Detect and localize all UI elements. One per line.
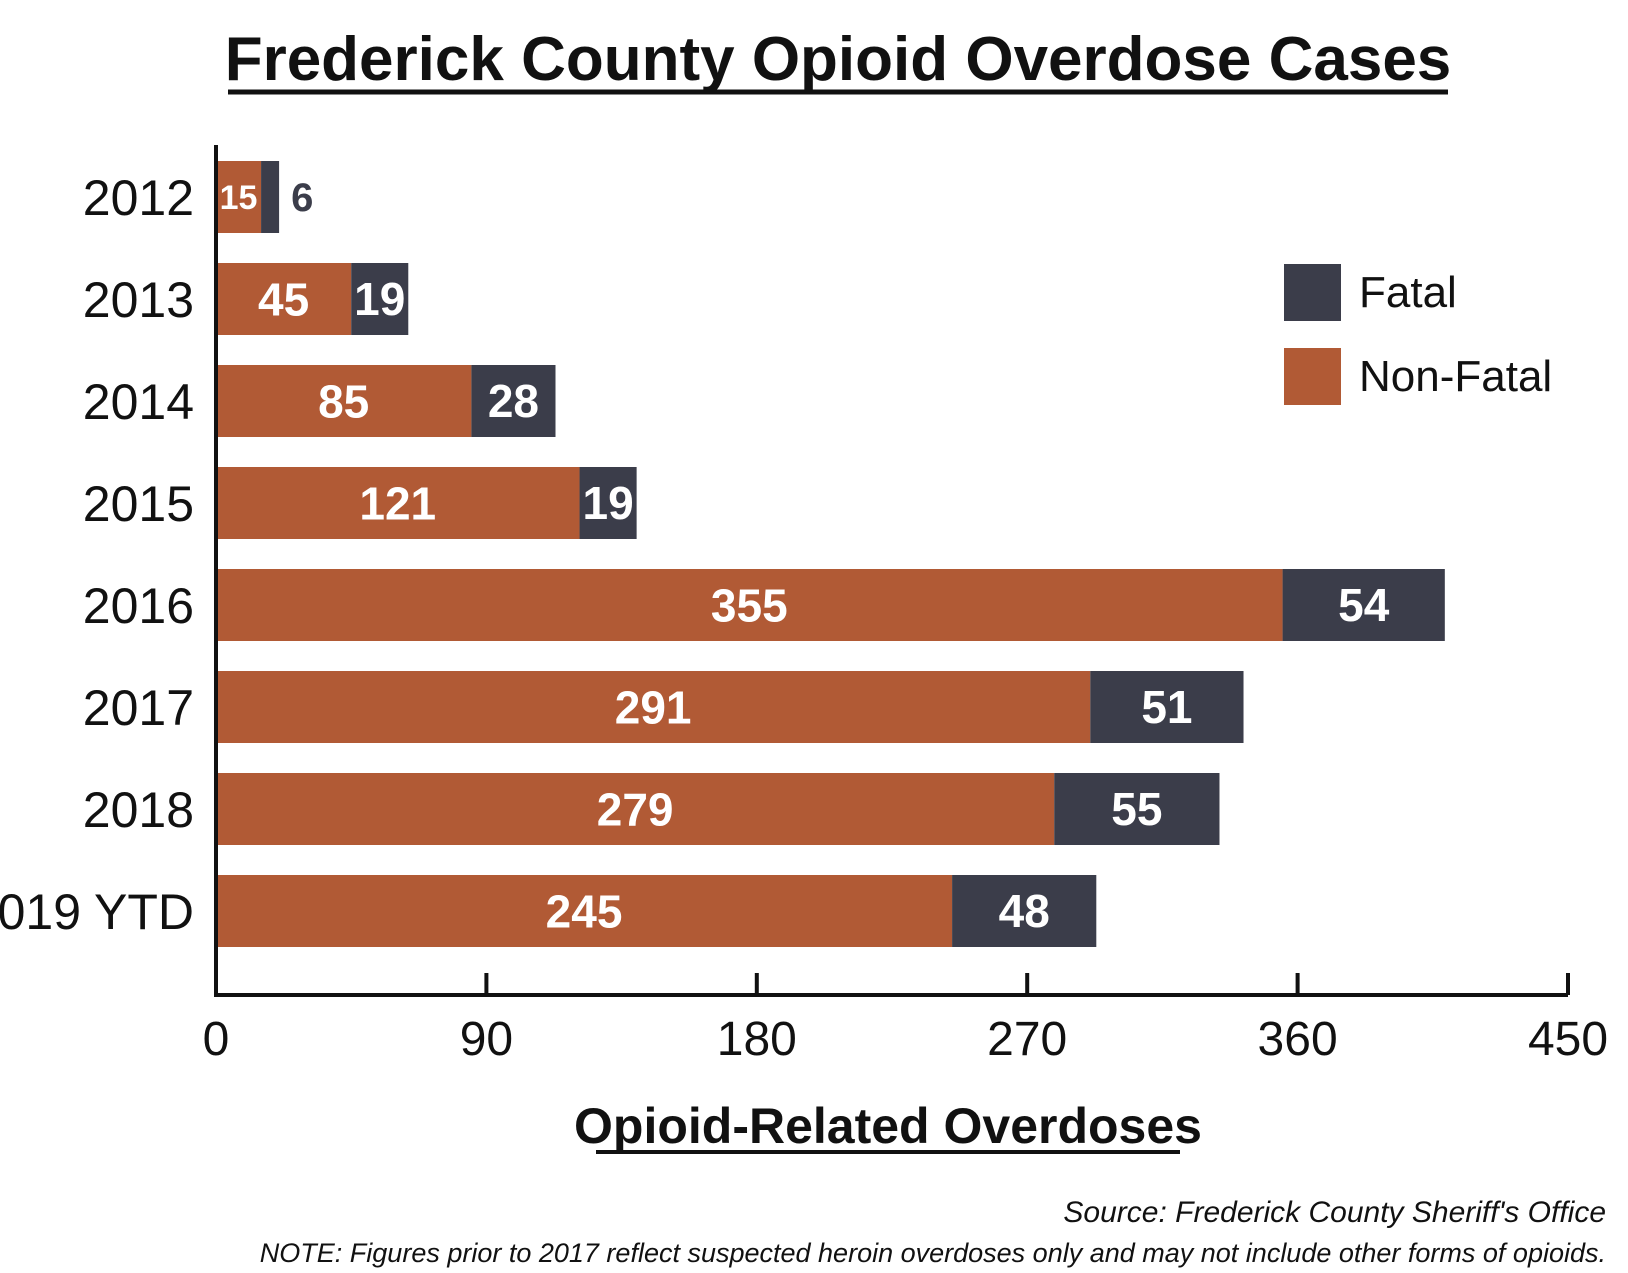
legend-swatch-non-fatal xyxy=(1284,348,1341,405)
x-tick-label: 450 xyxy=(1528,1013,1608,1066)
bar-label-fatal: 19 xyxy=(582,477,633,529)
bar-label-non-fatal: 121 xyxy=(359,478,436,530)
bar-fatal-2016 xyxy=(1282,569,1445,641)
bar-label-fatal: 55 xyxy=(1111,783,1162,835)
category-label: 2013 xyxy=(83,272,194,328)
axes-group xyxy=(214,145,1568,997)
bar-label-fatal: 19 xyxy=(354,273,405,325)
bars-group: 15 6 45 19 85 28 121 19 355 54 291 51 279 55 245 48 xyxy=(216,161,1445,947)
bar-fatal-2013 xyxy=(351,263,409,335)
category-label: 2017 xyxy=(83,680,194,736)
bar-fatal-2019-ytd xyxy=(952,875,1097,947)
bar-non-fatal-2015 xyxy=(216,467,580,539)
x-tick-label: 180 xyxy=(717,1013,797,1066)
category-labels: 2012 2013 2014 2015 2016 2017 2018 2019 YTD xyxy=(0,170,194,940)
x-ticks: 0 90 180 270 360 450 xyxy=(203,973,1608,1066)
bar-label-non-fatal: 245 xyxy=(546,886,623,938)
category-label: 2012 xyxy=(83,170,194,226)
chart-title: Frederick County Opioid Overdose Cases xyxy=(225,25,1452,94)
bar-label-non-fatal: 45 xyxy=(258,274,309,326)
bar-fatal-2014 xyxy=(471,365,556,437)
bar-label-non-fatal: 85 xyxy=(318,376,369,428)
bar-label-non-fatal: 15 xyxy=(220,179,258,217)
bar-non-fatal-2017 xyxy=(216,671,1091,743)
legend: Fatal Non-Fatal xyxy=(1284,264,1552,405)
bar-label-fatal: 28 xyxy=(488,375,539,427)
bar-non-fatal-2018 xyxy=(216,773,1055,845)
x-tick-label: 360 xyxy=(1258,1013,1338,1066)
x-tick-label: 0 xyxy=(203,1013,230,1066)
category-label: 2016 xyxy=(83,578,194,634)
category-label: 2019 YTD xyxy=(0,884,194,940)
legend-label-non-fatal: Non-Fatal xyxy=(1359,352,1552,401)
source-note: Source: Frederick County Sheriff's Offic… xyxy=(1063,1196,1606,1229)
bar-label-fatal: 48 xyxy=(999,885,1050,937)
bar-label-non-fatal: 279 xyxy=(597,784,674,836)
bar-non-fatal-2019-ytd xyxy=(216,875,953,947)
category-label: 2018 xyxy=(83,782,194,838)
bar-fatal-2015 xyxy=(579,467,637,539)
bar-fatal-2012 xyxy=(261,161,280,233)
bar-non-fatal-2012 xyxy=(216,161,262,233)
legend-label-fatal: Fatal xyxy=(1359,268,1457,317)
bar-label-non-fatal: 291 xyxy=(615,682,692,734)
bar-fatal-2017 xyxy=(1090,671,1244,743)
bar-label-non-fatal: 355 xyxy=(711,580,788,632)
footnote: NOTE: Figures prior to 2017 reflect susp… xyxy=(260,1238,1606,1268)
category-label: 2014 xyxy=(83,374,194,430)
bar-label-fatal: 6 xyxy=(291,176,313,220)
bar-label-fatal: 51 xyxy=(1141,681,1192,733)
x-axis-label: Opioid-Related Overdoses xyxy=(574,1098,1202,1154)
bar-fatal-2018 xyxy=(1054,773,1220,845)
x-tick-label: 270 xyxy=(987,1013,1067,1066)
bar-label-fatal: 54 xyxy=(1338,579,1390,631)
bar-non-fatal-2013 xyxy=(216,263,352,335)
bar-non-fatal-2016 xyxy=(216,569,1283,641)
x-tick-label: 90 xyxy=(460,1013,513,1066)
bar-non-fatal-2014 xyxy=(216,365,472,437)
legend-swatch-fatal xyxy=(1284,264,1341,321)
category-label: 2015 xyxy=(83,476,194,532)
